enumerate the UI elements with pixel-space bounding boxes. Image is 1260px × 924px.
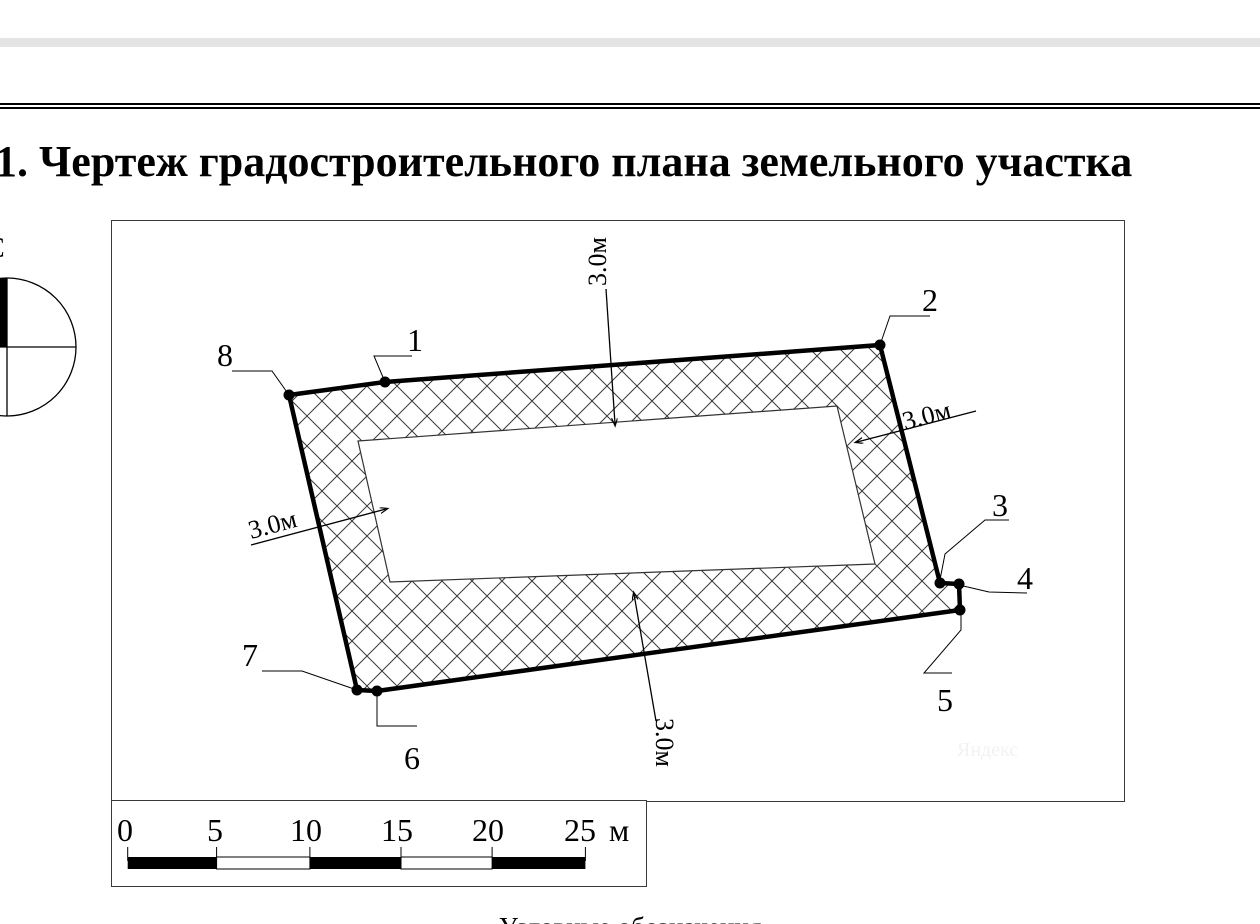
svg-text:3.0м: 3.0м — [245, 504, 300, 545]
svg-text:Яндекс: Яндекс — [957, 739, 1018, 761]
svg-text:2: 2 — [922, 282, 938, 318]
svg-text:3.0м: 3.0м — [899, 395, 954, 435]
svg-text:0: 0 — [117, 812, 133, 848]
svg-text:7: 7 — [242, 637, 258, 673]
svg-text:10: 10 — [290, 812, 322, 848]
svg-text:5: 5 — [937, 682, 953, 718]
svg-text:1: 1 — [407, 322, 423, 358]
svg-text:3.0м: 3.0м — [583, 237, 612, 286]
svg-text:м: м — [609, 812, 629, 848]
svg-text:6: 6 — [404, 740, 420, 776]
svg-text:5: 5 — [207, 812, 223, 848]
svg-text:8: 8 — [217, 337, 233, 373]
svg-text:20: 20 — [472, 812, 504, 848]
svg-text:3: 3 — [992, 487, 1008, 523]
svg-text:25: 25 — [564, 812, 596, 848]
svg-text:4: 4 — [1017, 560, 1033, 596]
svg-text:С: С — [0, 233, 5, 264]
svg-text:3.0м: 3.0м — [650, 718, 679, 767]
svg-text:15: 15 — [381, 812, 413, 848]
